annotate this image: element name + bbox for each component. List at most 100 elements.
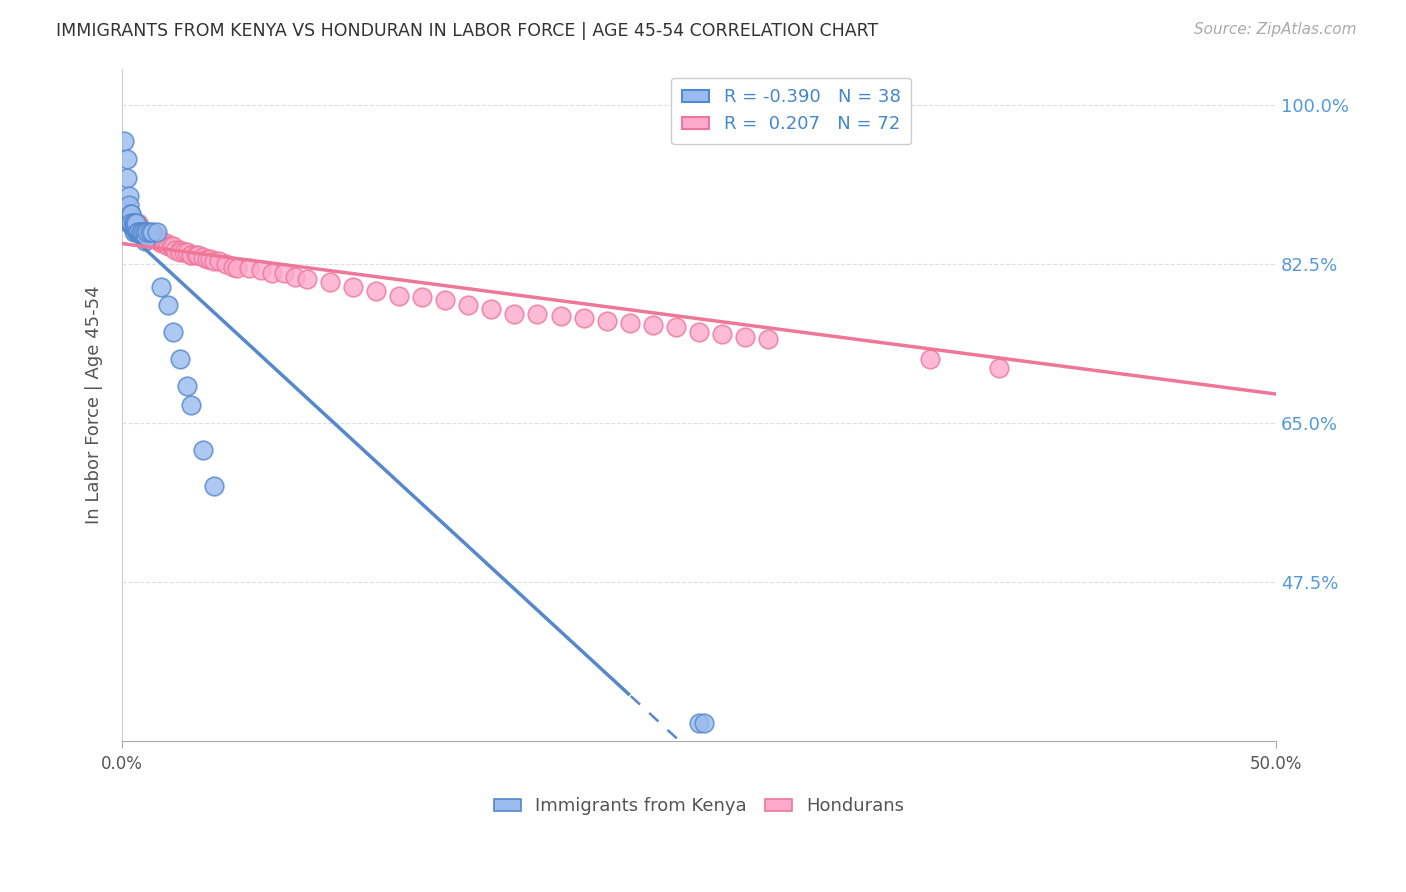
Point [120, 216, 142, 230]
Point [180, 248, 202, 262]
Point [180, 248, 202, 262]
Point [139, 227, 162, 241]
Point [141, 225, 163, 239]
Legend: Immigrants from Kenya, Hondurans: Immigrants from Kenya, Hondurans [486, 790, 911, 822]
Point [208, 254, 231, 268]
Point [127, 225, 149, 239]
Point [127, 216, 149, 230]
Point [148, 234, 170, 248]
Point [139, 225, 162, 239]
Point [132, 225, 155, 239]
Point [115, 153, 138, 167]
Point [619, 316, 641, 330]
Point [129, 225, 152, 239]
Point [132, 225, 155, 239]
Point [122, 216, 145, 230]
Point [176, 379, 198, 393]
Point [141, 229, 163, 244]
Point [692, 715, 714, 730]
Point [122, 216, 145, 230]
Point [150, 235, 173, 250]
Point [202, 479, 225, 493]
Point [122, 216, 145, 230]
Point [918, 352, 941, 367]
Point [319, 275, 342, 289]
Point [187, 248, 209, 262]
Point [215, 257, 238, 271]
Point [134, 225, 156, 239]
Point [145, 229, 167, 244]
Point [159, 238, 181, 252]
Point [118, 198, 141, 212]
Point [364, 284, 387, 298]
Point [342, 279, 364, 293]
Point [150, 279, 173, 293]
Point [139, 229, 162, 244]
Point [162, 238, 184, 252]
Point [129, 220, 152, 235]
Point [120, 207, 142, 221]
Point [157, 238, 180, 252]
Point [273, 266, 295, 280]
Point [550, 309, 572, 323]
Point [503, 307, 526, 321]
Point [125, 225, 148, 239]
Point [734, 329, 756, 343]
Point [129, 225, 152, 239]
Point [134, 225, 156, 239]
Point [572, 311, 595, 326]
Point [388, 288, 411, 302]
Point [169, 245, 191, 260]
Point [202, 254, 225, 268]
Point [260, 266, 283, 280]
Point [191, 443, 214, 458]
Point [184, 248, 207, 262]
Point [169, 352, 191, 367]
Point [120, 207, 142, 221]
Point [134, 234, 156, 248]
Point [688, 715, 710, 730]
Point [191, 251, 214, 265]
Point [127, 225, 149, 239]
Point [176, 245, 198, 260]
Point [118, 207, 141, 221]
Point [157, 298, 180, 312]
Point [197, 252, 219, 267]
Point [295, 272, 318, 286]
Point [129, 225, 152, 239]
Point [136, 225, 159, 239]
Text: IMMIGRANTS FROM KENYA VS HONDURAN IN LABOR FORCE | AGE 45-54 CORRELATION CHART: IMMIGRANTS FROM KENYA VS HONDURAN IN LAB… [56, 22, 879, 40]
Point [145, 225, 167, 239]
Point [165, 244, 187, 258]
Point [162, 325, 184, 339]
Point [169, 244, 191, 258]
Point [596, 314, 619, 328]
Point [120, 216, 142, 230]
Point [688, 325, 710, 339]
Point [711, 326, 734, 341]
Point [115, 170, 138, 185]
Point [125, 220, 148, 235]
Point [152, 235, 174, 250]
Point [411, 290, 433, 304]
Point [988, 361, 1011, 376]
Point [112, 134, 135, 148]
Point [457, 298, 479, 312]
Point [756, 332, 779, 346]
Point [173, 245, 195, 260]
Point [118, 216, 141, 230]
Point [198, 252, 221, 267]
Point [127, 220, 149, 235]
Point [122, 216, 145, 230]
Point [134, 225, 156, 239]
Point [120, 216, 142, 230]
Point [125, 216, 148, 230]
Point [222, 260, 245, 274]
Point [125, 216, 148, 230]
Point [249, 263, 271, 277]
Text: Source: ZipAtlas.com: Source: ZipAtlas.com [1194, 22, 1357, 37]
Point [641, 318, 664, 332]
Point [479, 302, 502, 317]
Point [145, 229, 167, 244]
Point [526, 307, 548, 321]
